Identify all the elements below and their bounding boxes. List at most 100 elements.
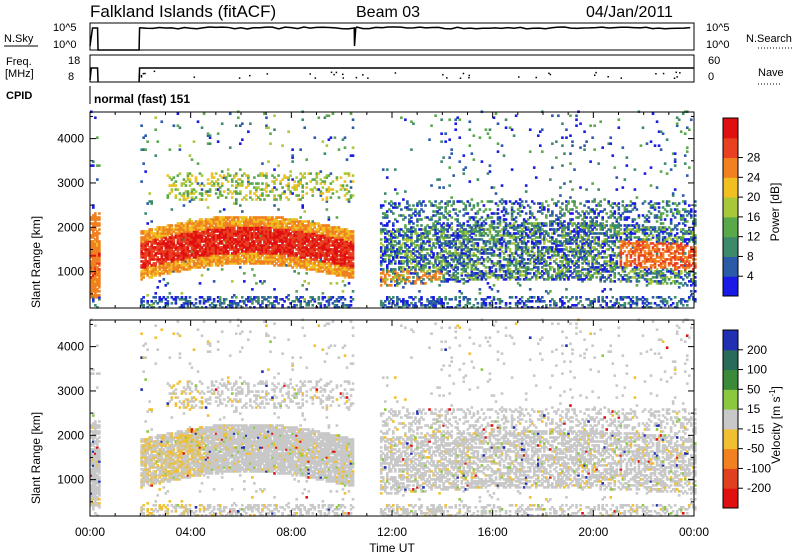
power-cell bbox=[462, 154, 466, 157]
power-cell bbox=[194, 222, 198, 225]
power-cell bbox=[186, 234, 190, 237]
power-cell bbox=[228, 234, 232, 237]
power-cell bbox=[90, 288, 93, 291]
power-cell bbox=[140, 256, 143, 259]
power-cell bbox=[170, 256, 174, 259]
power-cell bbox=[238, 184, 242, 187]
power-cell bbox=[277, 256, 280, 259]
power-cell bbox=[208, 244, 212, 247]
power-cell bbox=[196, 226, 200, 229]
power-cell bbox=[263, 244, 266, 247]
power-cell bbox=[243, 302, 246, 305]
power-cell bbox=[174, 196, 178, 199]
power-cell bbox=[174, 246, 178, 249]
power-cell bbox=[184, 236, 188, 239]
power-cell bbox=[351, 146, 355, 149]
power-cell bbox=[146, 242, 149, 245]
power-cell bbox=[295, 290, 298, 293]
power-cell bbox=[243, 238, 246, 241]
power-cell bbox=[140, 260, 143, 263]
power-cell bbox=[172, 268, 176, 271]
nave-point bbox=[330, 71, 333, 74]
power-cell bbox=[253, 222, 256, 225]
power-cell bbox=[160, 232, 164, 235]
power-cell bbox=[98, 258, 101, 261]
power-cell bbox=[182, 182, 186, 185]
power-cell bbox=[349, 112, 353, 116]
power-cell bbox=[150, 248, 154, 251]
power-cell bbox=[206, 134, 210, 137]
power-cell bbox=[146, 244, 149, 247]
power-cell bbox=[96, 234, 99, 237]
power-cell bbox=[180, 224, 184, 227]
power-cell bbox=[144, 260, 147, 263]
power-cell bbox=[194, 226, 198, 229]
power-cell bbox=[414, 296, 417, 299]
nsearch-tick-low: 10^0 bbox=[706, 39, 730, 51]
power-cell bbox=[297, 300, 300, 303]
power-cell bbox=[98, 254, 101, 257]
power-cell bbox=[438, 178, 441, 181]
power-cell bbox=[293, 300, 296, 303]
power-cell bbox=[146, 236, 149, 239]
power-cell bbox=[299, 232, 302, 235]
power-cell bbox=[281, 244, 284, 247]
power-cell bbox=[208, 254, 212, 257]
power-cell bbox=[273, 232, 276, 235]
power-cell bbox=[150, 270, 154, 273]
power-cell bbox=[142, 272, 145, 275]
power-cell bbox=[182, 252, 186, 255]
power-cell bbox=[241, 182, 244, 185]
power-cell bbox=[305, 252, 309, 255]
power-cell bbox=[158, 242, 162, 245]
power-cell bbox=[166, 234, 170, 237]
power-cell bbox=[265, 252, 268, 255]
power-cell bbox=[265, 226, 268, 229]
power-cell bbox=[200, 252, 204, 255]
nave-point bbox=[342, 73, 344, 76]
power-cell bbox=[253, 254, 256, 257]
power-cell bbox=[176, 224, 180, 227]
power-cell bbox=[297, 240, 300, 243]
power-cell bbox=[94, 274, 97, 277]
power-cell bbox=[162, 264, 166, 267]
power-cell bbox=[283, 174, 286, 177]
power-cell bbox=[307, 220, 311, 223]
power-cell bbox=[241, 218, 244, 221]
power-cell bbox=[220, 258, 224, 261]
power-cell bbox=[293, 224, 296, 227]
power-cell bbox=[174, 254, 178, 257]
power-cell bbox=[204, 232, 208, 235]
power-cell bbox=[492, 284, 496, 287]
power-cell bbox=[168, 262, 172, 265]
power-cell bbox=[182, 234, 186, 237]
power-cell bbox=[329, 136, 333, 139]
power-cell bbox=[261, 262, 264, 265]
power-cell bbox=[212, 234, 216, 237]
power-cell bbox=[98, 284, 101, 287]
power-cell bbox=[206, 222, 210, 225]
power-cell bbox=[251, 244, 254, 247]
power-cell bbox=[236, 302, 240, 305]
power-cell bbox=[301, 240, 305, 243]
power-cell bbox=[214, 230, 218, 233]
power-cell bbox=[291, 256, 294, 259]
power-cell bbox=[281, 252, 284, 255]
power-cell bbox=[170, 252, 174, 255]
power-cell bbox=[230, 302, 234, 305]
power-cell bbox=[178, 242, 182, 245]
power-cell bbox=[188, 296, 192, 299]
power-cell bbox=[245, 194, 248, 197]
power-cell bbox=[297, 194, 300, 197]
power-cell bbox=[160, 298, 164, 301]
power-cell bbox=[188, 242, 192, 245]
power-cell bbox=[265, 126, 268, 130]
power-cell bbox=[295, 234, 298, 237]
power-cell bbox=[184, 190, 188, 193]
power-cell bbox=[281, 192, 284, 195]
power-cell bbox=[247, 236, 250, 239]
power-cell bbox=[186, 256, 190, 259]
power-cell bbox=[295, 194, 298, 197]
power-cell bbox=[226, 230, 230, 233]
power-cell bbox=[214, 192, 218, 195]
